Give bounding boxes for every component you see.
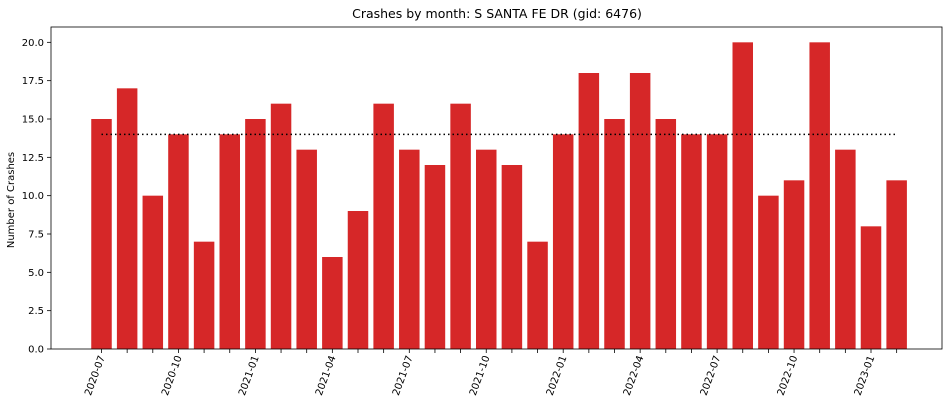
bar-2021-06 (373, 103, 394, 349)
bar-2021-02 (270, 103, 292, 349)
chart-title: Crashes by month: S SANTA FE DR (gid: 64… (352, 6, 642, 21)
bar-2021-03 (296, 149, 317, 349)
y-tick-label: 12.5 (22, 153, 44, 164)
bar-2022-11 (809, 42, 830, 349)
y-tick-label: 5.0 (28, 268, 44, 279)
bar-2022-06 (681, 134, 702, 349)
bar-2022-02 (578, 73, 600, 349)
y-tick-label: 15.0 (22, 115, 44, 126)
bar-2021-11 (501, 165, 523, 349)
x-tick-label: 2021-10 (468, 354, 493, 397)
x-tick-label: 2020-10 (160, 354, 185, 397)
bar-2021-05 (347, 211, 369, 349)
y-tick-label: 0.0 (28, 345, 44, 356)
bar-2022-10 (783, 180, 805, 349)
y-tick-label: 7.5 (28, 230, 44, 241)
bar-2021-01 (245, 119, 266, 349)
bar-2021-09 (450, 103, 471, 349)
bar-2022-07 (706, 134, 728, 349)
x-tick-label: 2021-04 (314, 354, 339, 397)
y-tick-label: 17.5 (22, 76, 44, 87)
bar-2020-11 (193, 241, 215, 349)
bar-2020-12 (219, 134, 240, 349)
bar-2022-09 (758, 195, 779, 349)
bar-2020-07 (91, 119, 112, 349)
x-tick-label: 2020-07 (83, 354, 108, 397)
bar-2021-12 (527, 241, 548, 349)
x-axis-ticks: 2020-07 2020-10 2021-01 2021-04 2021-07 2021-… (83, 349, 898, 397)
x-tick-label: 2022-04 (622, 354, 647, 397)
y-axis-label: Number of Crashes (6, 152, 17, 248)
x-tick-label: 2022-10 (776, 354, 801, 397)
bar-2022-01 (552, 134, 574, 349)
bar-2023-01 (860, 226, 882, 349)
bar-2020-10 (168, 134, 189, 349)
bar-2022-04 (629, 73, 651, 349)
y-tick-label: 20.0 (22, 38, 44, 49)
bar-2022-08 (732, 42, 753, 349)
bar-2022-12 (835, 149, 856, 349)
x-tick-label: 2022-01 (545, 354, 570, 397)
y-tick-label: 10.0 (22, 191, 44, 202)
bar-2021-10 (476, 149, 497, 349)
plot-frame (50, 26, 943, 350)
y-tick-label: 2.5 (28, 306, 44, 317)
x-tick-label: 2021-07 (391, 354, 416, 397)
bar-2023-02 (886, 180, 907, 349)
bar-2021-08 (424, 165, 446, 349)
x-tick-label: 2023-01 (853, 354, 878, 397)
bar-2022-05 (655, 119, 677, 349)
y-axis-ticks: 0.0 2.5 5.0 7.5 10.0 12.5 15.0 17.5 20.0 (22, 38, 51, 356)
bar-2021-04 (322, 257, 343, 349)
x-tick-label: 2021-01 (237, 354, 262, 397)
bar-2021-07 (399, 149, 420, 349)
bars-group (91, 42, 907, 349)
bar-2022-03 (604, 119, 625, 349)
bar-2020-09 (142, 195, 164, 349)
x-tick-label: 2022-07 (699, 354, 724, 397)
bar-2020-08 (116, 88, 138, 349)
